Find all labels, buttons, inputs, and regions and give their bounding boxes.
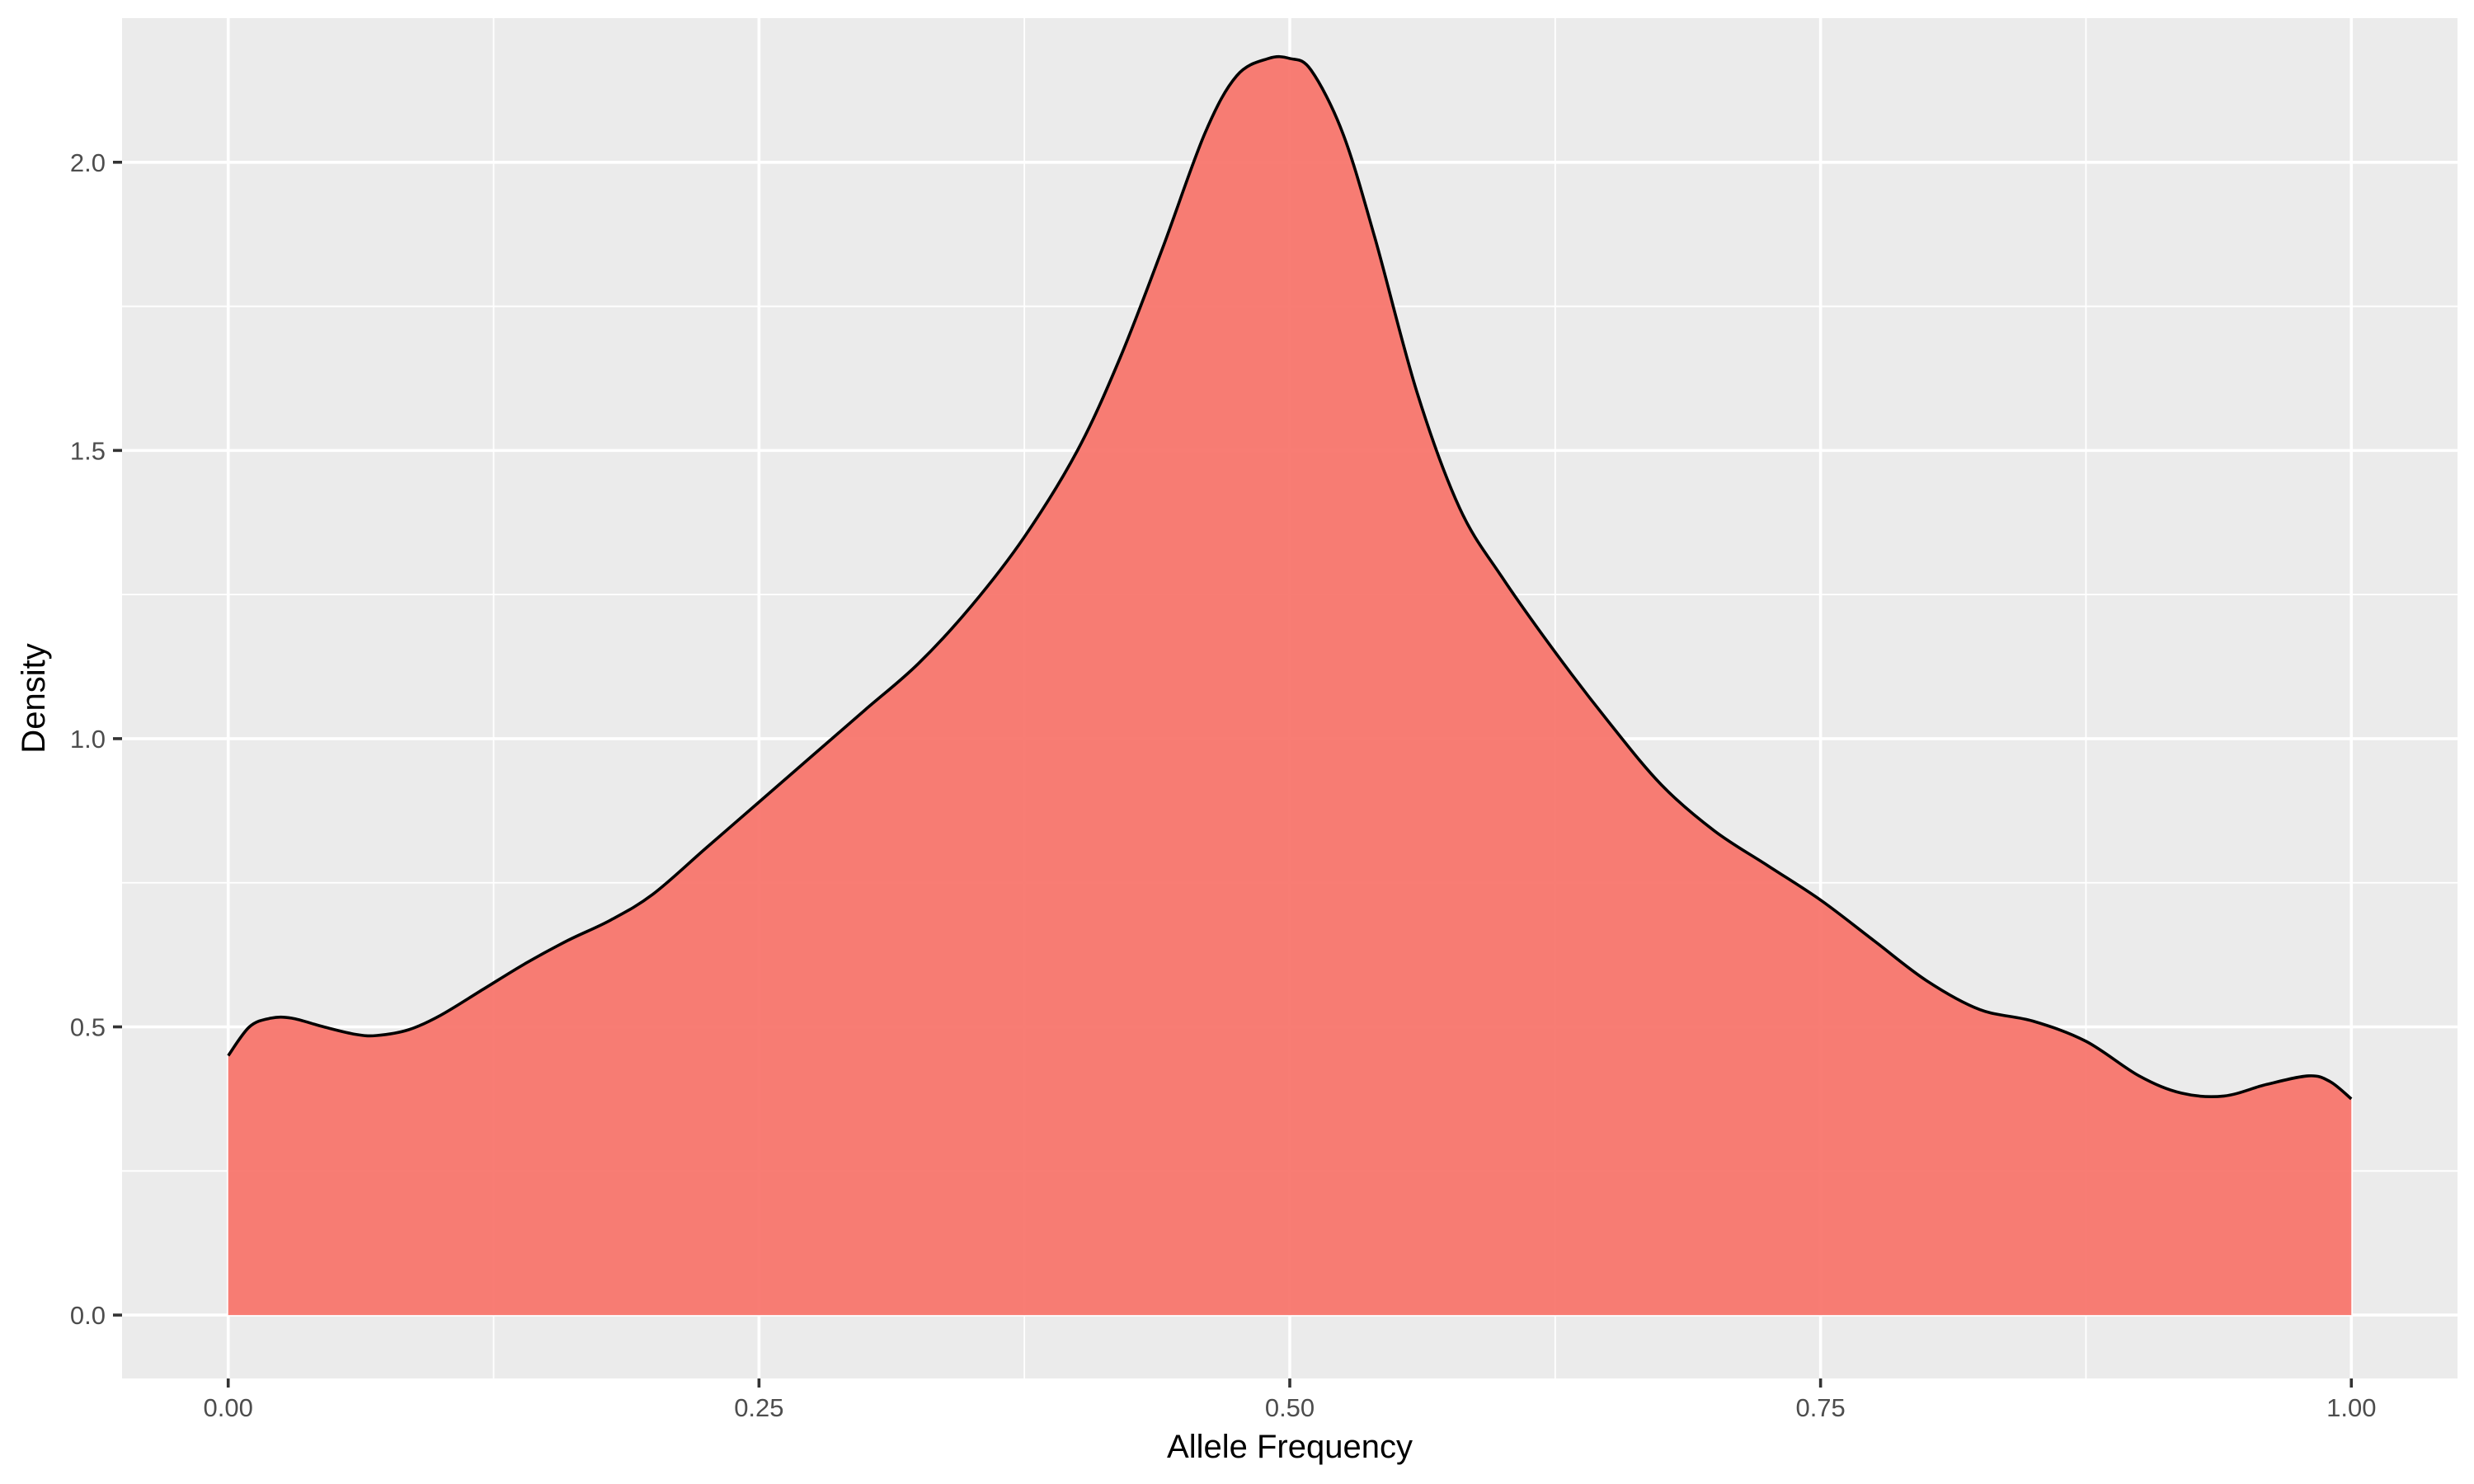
y-tick-label: 1.5 [70,436,106,465]
x-tick-label: 0.50 [1265,1393,1315,1422]
x-tick-label: 0.75 [1795,1393,1845,1422]
y-tick-label: 2.0 [70,148,106,177]
density-area [228,56,2352,1316]
x-axis-title: Allele Frequency [1167,1429,1413,1465]
y-axis-title: Density [16,643,52,753]
x-tick-label: 0.25 [734,1393,783,1422]
y-tick-label: 0.5 [70,1013,106,1042]
x-axis-ticks: 0.00 0.25 0.50 0.75 1.00 [204,1378,2376,1422]
density-line [227,54,2353,1101]
y-tick-label: 0.0 [70,1301,106,1330]
y-axis-ticks: 0.0 0.5 1.0 1.5 2.0 [70,148,122,1330]
y-tick-label: 1.0 [70,725,106,754]
x-tick-label: 0.00 [204,1393,253,1422]
x-tick-label: 1.00 [2326,1393,2376,1422]
